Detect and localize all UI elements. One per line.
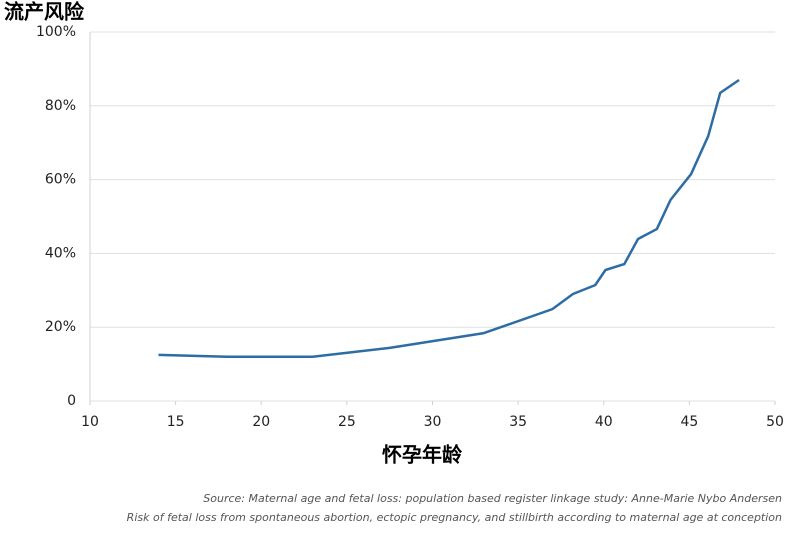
x-tick-label: 25 xyxy=(338,414,356,430)
x-tick-label: 45 xyxy=(680,414,698,430)
x-tick-label: 50 xyxy=(766,414,784,430)
y-tick-label: 60% xyxy=(45,172,76,188)
x-axis-label: 怀孕年龄 xyxy=(382,443,463,467)
y-tick-label: 80% xyxy=(45,98,76,114)
x-tick-label: 40 xyxy=(595,414,613,430)
y-tick-label: 40% xyxy=(45,245,76,261)
x-tick-label: 20 xyxy=(252,414,270,430)
x-tick-label: 15 xyxy=(167,414,185,430)
x-tick-label: 30 xyxy=(424,414,442,430)
x-tick-label: 10 xyxy=(81,414,99,430)
source-note: Source: Maternal age and fetal loss: pop… xyxy=(203,492,782,505)
description-note: Risk of fetal loss from spontaneous abor… xyxy=(127,511,782,524)
y-axis-label: 流产风险 xyxy=(4,0,85,24)
y-tick-label: 0 xyxy=(67,393,76,409)
x-tick-label: 35 xyxy=(509,414,527,430)
line xyxy=(158,78,740,358)
y-tick-label: 20% xyxy=(45,319,76,335)
y-tick-label: 100% xyxy=(36,24,76,40)
